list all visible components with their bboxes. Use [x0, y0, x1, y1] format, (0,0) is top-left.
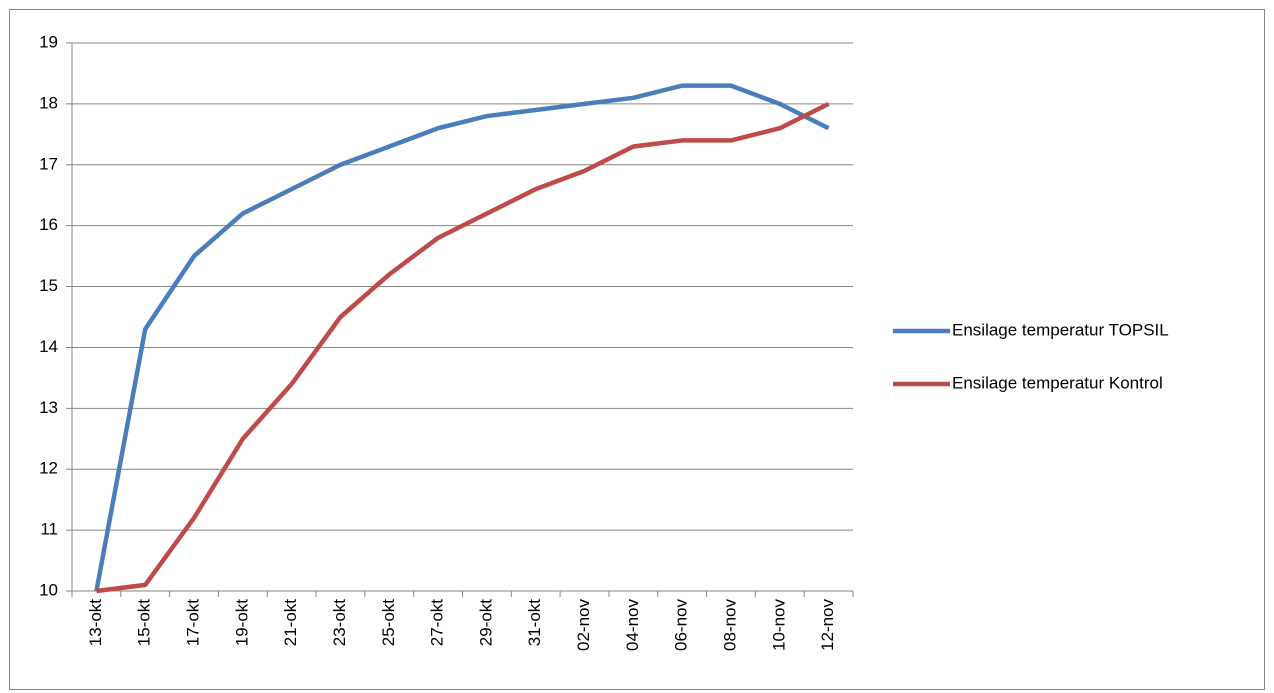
y-tick-label: 19 — [39, 32, 58, 51]
x-tick-label: 21-okt — [281, 599, 300, 647]
x-tick-label: 27-okt — [428, 599, 447, 647]
x-tick-label: 08-nov — [720, 599, 739, 651]
y-tick-label: 12 — [39, 459, 58, 478]
y-tick-label: 18 — [39, 93, 58, 112]
x-tick-label: 15-okt — [135, 599, 154, 647]
y-tick-label: 10 — [39, 580, 58, 599]
y-tick-label: 11 — [40, 520, 58, 539]
x-tick-label: 12-nov — [818, 599, 837, 651]
x-tick-label: 17-okt — [184, 599, 203, 647]
series-line — [96, 101, 830, 594]
x-tick-label: 02-nov — [574, 599, 593, 651]
x-tick-label: 06-nov — [672, 599, 691, 651]
series-line — [94, 83, 830, 592]
y-tick-label: 14 — [39, 337, 58, 356]
x-tick-label: 19-okt — [232, 599, 251, 647]
y-tick-label: 15 — [39, 276, 58, 295]
y-tick-label: 16 — [39, 215, 58, 234]
x-tick-label: 23-okt — [330, 599, 349, 647]
chart-frame — [9, 9, 1265, 690]
legend-label: Ensilage temperatur Kontrol — [952, 373, 1163, 392]
x-tick-label: 31-okt — [525, 599, 544, 647]
x-tick-label: 10-nov — [769, 599, 788, 651]
x-tick-label: 29-okt — [476, 599, 495, 647]
y-tick-label: 13 — [39, 398, 58, 417]
x-tick-label: 13-okt — [86, 599, 105, 647]
x-tick-label: 25-okt — [379, 599, 398, 647]
legend-label: Ensilage temperatur TOPSIL — [952, 320, 1169, 339]
x-tick-label: 04-nov — [623, 599, 642, 651]
y-tick-label: 17 — [39, 154, 58, 173]
